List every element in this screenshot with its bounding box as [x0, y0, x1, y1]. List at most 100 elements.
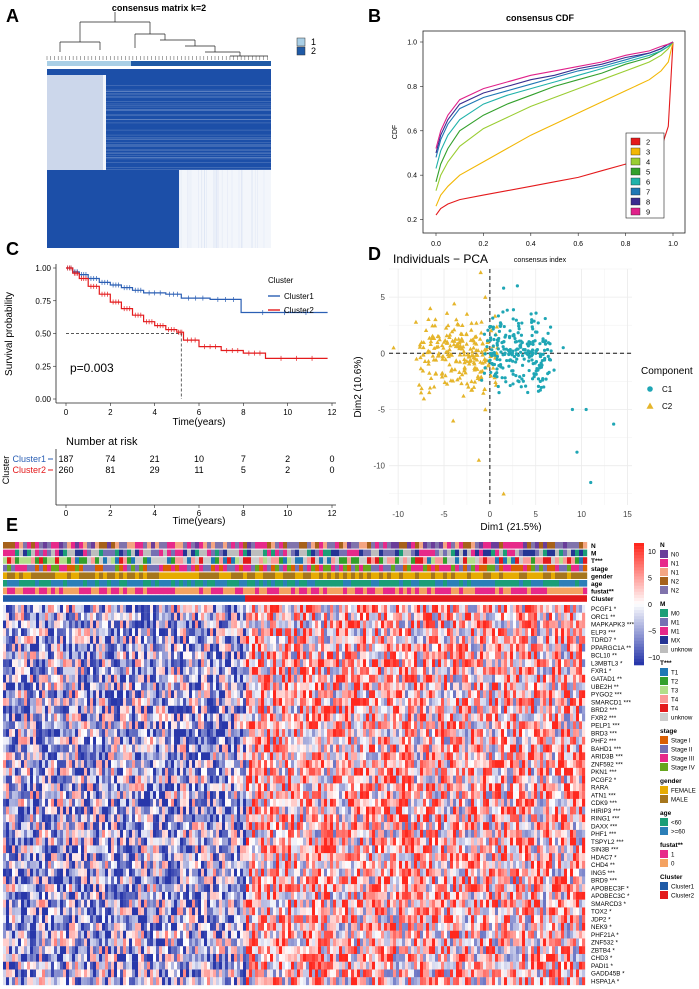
heatmap-cell [330, 651, 334, 660]
heatmap-cell [495, 698, 499, 706]
heatmap-cell [18, 651, 22, 660]
heatmap-cell [3, 682, 7, 691]
heatmap-cell [426, 698, 430, 706]
heatmap-cell [12, 667, 16, 675]
heatmap-cell [273, 713, 277, 722]
heatmap-cell [30, 605, 34, 613]
track-cell [147, 587, 152, 595]
heatmap-cell [348, 651, 352, 660]
heatmap-cell [201, 659, 205, 668]
track-cell [243, 587, 248, 595]
heatmap-cell [576, 659, 580, 668]
heatmap-cell [576, 682, 580, 691]
heatmap-cell [519, 643, 523, 652]
heatmap-cell [144, 698, 148, 706]
heatmap-cell [372, 643, 376, 652]
track-cell [551, 564, 556, 572]
heatmap-cell [75, 659, 79, 668]
pca-point-c1 [511, 369, 515, 373]
track-cell [139, 549, 144, 557]
heatmap-cell [567, 713, 571, 722]
track-cell [255, 564, 260, 572]
heatmap-cell [336, 682, 340, 691]
heatmap-cell [189, 659, 193, 668]
track-cell [571, 557, 576, 564]
heatmap-cell [93, 643, 97, 652]
heatmap-cell [288, 721, 292, 730]
heatmap-cell [198, 643, 202, 652]
heatmap-cell [69, 643, 73, 652]
heatmap-cell [477, 612, 481, 621]
heatmap-cell [552, 620, 556, 629]
cdf-line-6 [435, 41, 674, 169]
track-cell [11, 542, 16, 549]
heatmap-cell [123, 667, 127, 675]
track-cell [191, 587, 196, 595]
heatmap-cell [567, 690, 571, 699]
track-cell [479, 580, 484, 587]
track-cell [575, 557, 580, 564]
pca-point-c2 [483, 407, 488, 412]
heatmap-cell [54, 636, 58, 644]
heatmap-cell [288, 690, 292, 699]
heatmap-cell [309, 690, 313, 699]
pca-point-c1 [490, 348, 494, 352]
track-cell [79, 542, 84, 549]
heatmap-cell [444, 620, 448, 629]
heatmap-cell [162, 674, 166, 683]
heatmap-cell [132, 698, 136, 706]
heatmap-cell [381, 605, 385, 613]
heatmap-cell [336, 674, 340, 683]
heatmap-cell [168, 690, 172, 699]
heatmap-cell [189, 628, 193, 637]
heatmap-cell [516, 674, 520, 683]
heatmap-cell [303, 620, 307, 629]
track-cell [347, 542, 352, 549]
heatmap-cell [30, 620, 34, 629]
heatmap-cell [549, 713, 553, 722]
heatmap-cell [291, 667, 295, 675]
heatmap-cell [438, 605, 442, 613]
heatmap-cell [276, 605, 280, 613]
heatmap-cell [84, 643, 88, 652]
heatmap-cell [198, 674, 202, 683]
track-cell [371, 542, 376, 549]
heatmap-cell [393, 690, 397, 699]
cdf-legend-label: 3 [646, 148, 650, 157]
heatmap-cell [54, 643, 58, 652]
pca-point-c2 [450, 378, 456, 383]
heatmap-cell [129, 705, 133, 714]
track-cell [279, 564, 284, 572]
heatmap-cell [384, 713, 388, 722]
heatmap-cell [267, 605, 271, 613]
heatmap-cell [141, 605, 145, 613]
heatmap-cell [492, 690, 496, 699]
heatmap-cell [153, 636, 157, 644]
heatmap-cell [534, 690, 538, 699]
heatmap-cell [222, 659, 226, 668]
pca-point-c2 [469, 353, 474, 358]
legend-swatch-1 [296, 37, 306, 47]
heatmap-cell [540, 651, 544, 660]
heatmap-cell [18, 667, 22, 675]
heatmap-cell [144, 690, 148, 699]
heatmap-cell [3, 721, 7, 730]
heatmap-cell [528, 698, 532, 706]
heatmap-cell [300, 651, 304, 660]
heatmap-cell [576, 705, 580, 714]
heatmap-cell [537, 651, 541, 660]
heatmap-cell [192, 713, 196, 722]
track-cell [51, 557, 56, 564]
track-cell [475, 587, 480, 595]
heatmap-cell [309, 713, 313, 722]
track-cell [75, 542, 80, 549]
track-cell [187, 549, 192, 557]
heatmap-cell [225, 674, 229, 683]
heatmap-cell [180, 643, 184, 652]
heatmap-cell [18, 721, 22, 730]
cdf-ytick-label: 0.6 [407, 128, 417, 135]
heatmap-cell [408, 667, 412, 675]
heatmap-cell [315, 667, 319, 675]
heatmap-cell [558, 705, 562, 714]
heatmap-cell [294, 721, 298, 730]
